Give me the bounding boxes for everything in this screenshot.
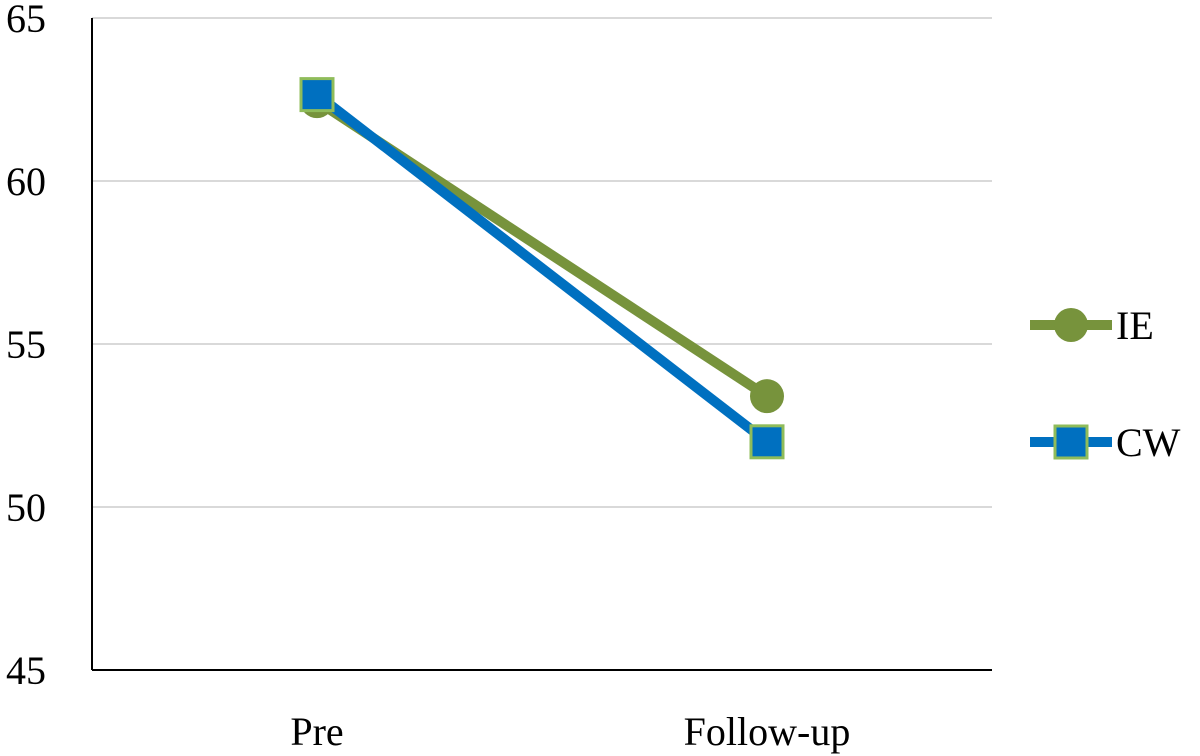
x-tick-label: Follow-up <box>684 709 851 754</box>
legend-label: CW <box>1116 420 1181 465</box>
y-tick-label: 45 <box>6 648 46 693</box>
y-tick-label: 50 <box>6 485 46 530</box>
point <box>299 77 335 113</box>
y-tick-label: 60 <box>6 159 46 204</box>
point <box>1053 424 1089 460</box>
point <box>1054 308 1088 342</box>
x-tick-label: Pre <box>290 709 343 754</box>
legend-label: IE <box>1116 303 1154 348</box>
series-line <box>313 90 771 446</box>
point <box>749 424 785 460</box>
point <box>750 379 784 414</box>
y-tick-label: 65 <box>6 0 46 41</box>
y-tick-label: 55 <box>6 322 46 367</box>
